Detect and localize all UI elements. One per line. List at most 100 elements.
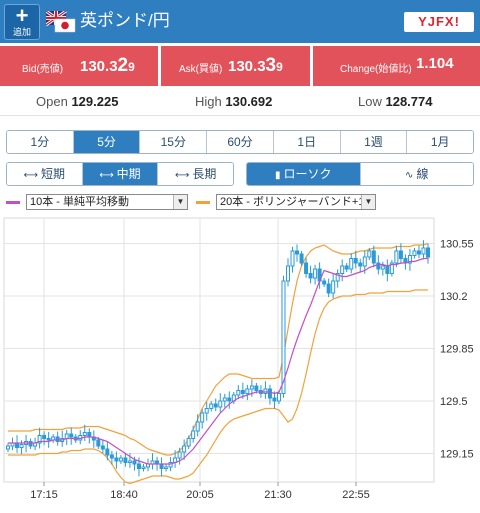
timeframe-tab-3[interactable]: 60分 [206,131,273,153]
price-chart[interactable]: 130.55 130.2 129.85 129.5 129.15 17:15 18:40 20… [0,214,480,513]
plus-icon: + [15,3,29,28]
ask-box[interactable]: Ask(買値) 130.339 [161,46,310,86]
candle-body [272,397,277,402]
candle-body [168,462,173,468]
bid-price-small: 9 [128,60,135,74]
ask-price-small: 9 [276,60,283,74]
open-cell: Open 129.225 [36,94,118,109]
candle-body [331,280,336,294]
candle-body [286,265,290,282]
add-button[interactable]: + 追加 [4,4,40,40]
candle-body [64,433,69,439]
candle-body [371,250,376,264]
logo-text: YJFX! [418,14,460,29]
candle-body [349,258,354,270]
candle-body [326,283,331,294]
candle-body [290,250,295,267]
candle-body [353,258,358,264]
candle-body [227,397,232,402]
candle-body [96,439,101,447]
candle-body [69,433,74,438]
candle-body [398,250,403,259]
candle-body [416,250,421,255]
candle-body [254,385,259,391]
indicator-ma: 10本 - 単純平均移動 ▼ [6,194,188,210]
period-tab-1[interactable]: ⟷ 中期 [81,163,158,185]
candle-body [222,397,227,402]
candle-body [191,430,196,439]
candle-body [200,412,205,423]
candle-body [42,435,47,439]
indicator-bollinger: 20本 - ボリンジャーバンド+1 ▼ [196,194,376,210]
ask-label: Ask(買値) [179,64,223,75]
candle-body [55,436,60,442]
candle-body [114,457,119,462]
period-tab-2[interactable]: ⟷ 長期 [157,163,233,185]
candle-body [105,448,110,456]
bid-box[interactable]: Bid(売値) 130.329 [0,46,158,86]
candle-body [340,265,345,274]
candle-body [267,388,272,399]
timeframe-tab-1[interactable]: 5分 [72,131,140,153]
candle-body [281,280,286,394]
y-tick-label: 130.55 [440,239,474,251]
candle-body [245,388,250,394]
candle-body [213,403,218,408]
candle-body [295,250,300,255]
timeframe-tab-4[interactable]: 1日 [272,131,340,153]
timeframe-tab-5[interactable]: 1週 [339,131,407,153]
period-tab-0[interactable]: ⟷ 短期 [7,163,82,185]
bid-label: Bid(売値) [22,64,64,75]
candle-body [335,273,340,282]
app-header: + 追加 英ポンド/円 YJFX! [0,0,480,43]
high-value: 130.692 [225,94,273,109]
candle-body [37,435,42,444]
bollinger-lower-line [8,289,428,485]
timeframe-tab-0[interactable]: 1分 [7,131,73,153]
candle-body [136,463,141,469]
candle-body [15,442,20,448]
chart-type-tab-1[interactable]: ∿ 線 [359,163,473,185]
bollinger-select[interactable]: 20本 - ボリンジャーバンド+1 ▼ [216,194,376,210]
bid-price-big: 2 [117,55,129,76]
ask-price: 130.339 [228,55,283,77]
candle-body [313,268,318,279]
y-tick-label: 130.2 [440,291,468,303]
change-value: 1.104 [416,55,454,72]
candle-body [141,466,146,469]
chevron-down-icon: ▼ [361,195,375,209]
candle-body [186,438,191,447]
high-label: High [195,94,222,109]
timeframe-tab-6[interactable]: 1月 [406,131,473,153]
bollinger-select-value: 20本 - ボリンジャーバンド+1 [220,196,365,208]
timeframe-tab-2[interactable]: 15分 [139,131,207,153]
candle-body [376,262,381,270]
timeframe-tabs: 1分 5分 15分 60分 1日 1週 1月 [6,130,474,154]
candle-body [132,460,137,465]
change-box: Change(始値比) 1.104 [313,46,480,86]
candle-body [362,256,367,267]
candle-body [195,421,200,432]
candle-body [344,265,349,270]
ma-select[interactable]: 10本 - 単純平均移動 ▼ [26,194,188,210]
candle-body [389,262,394,274]
open-value: 129.225 [71,94,119,109]
candle-body [308,273,313,279]
period-icon: ⟷ [175,170,190,181]
low-cell: Low 128.774 [358,94,432,109]
candle-body [299,253,304,264]
candle-body [100,445,105,450]
chevron-down-icon: ▼ [173,195,187,209]
x-tick-label: 22:55 [342,489,370,501]
period-tabs: ⟷ 短期 ⟷ 中期 ⟷ 長期 [6,162,234,186]
candle-body [394,250,399,264]
add-button-label: 追加 [12,27,31,37]
ma-swatch [6,201,20,204]
candle-body [209,403,214,409]
price-bar: Bid(売値) 130.329 Ask(買値) 130.339 Change(始… [0,46,480,86]
candle-body [407,255,412,264]
candle-body [426,247,430,258]
candle-body [182,445,187,453]
chart-type-tab-0[interactable]: ▮ ローソク [247,163,360,185]
